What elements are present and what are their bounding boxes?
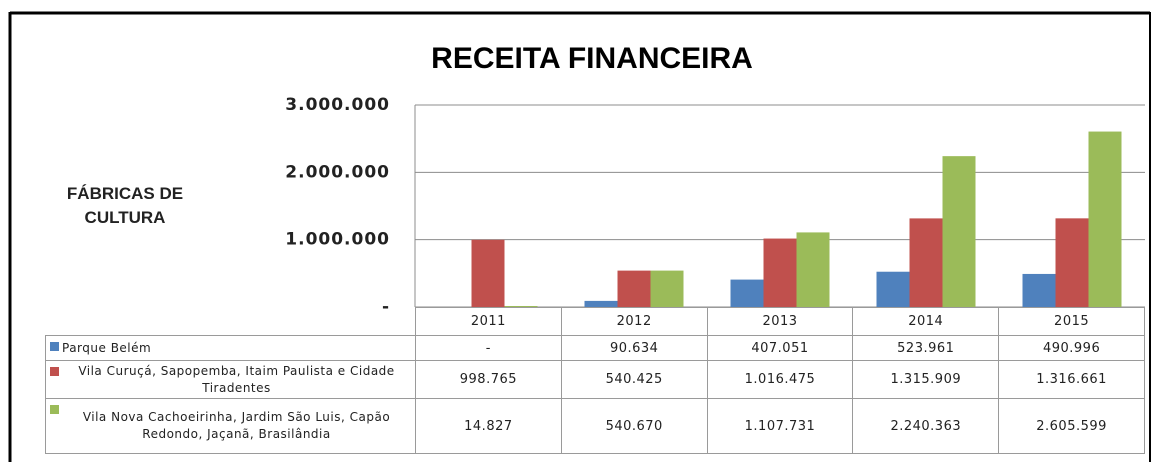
bar [763, 238, 797, 307]
bar [730, 279, 764, 307]
y-tick-label: - [382, 297, 390, 317]
legend-label: Vila Curuçá, Sapopemba, Itaim Paulista e… [78, 363, 395, 395]
bar [1088, 131, 1122, 307]
category-label: 2011 [415, 307, 562, 336]
category-label: 2012 [560, 307, 708, 336]
legend-label: Parque Belém [62, 340, 152, 355]
y-tick-label: 1.000.000 [285, 230, 390, 250]
bar [617, 270, 651, 307]
chart-title: RECEITA FINANCEIRA [431, 42, 753, 75]
category-label: 2013 [706, 307, 854, 336]
series-row: Vila Curuçá, Sapopemba, Itaim Paulista e… [45, 360, 1145, 399]
series-row: Vila Nova Cachoeirinha, Jardim São Luis,… [45, 398, 1145, 454]
bar [909, 218, 943, 307]
legend-key [50, 367, 59, 376]
category-label: 2015 [998, 307, 1145, 336]
y-tick-label: 3.000.000 [285, 95, 390, 115]
bar [796, 232, 830, 307]
bar [650, 270, 684, 307]
bar [504, 306, 538, 307]
series-name-cell: Vila Curuçá, Sapopemba, Itaim Paulista e… [45, 360, 416, 399]
bar [876, 271, 910, 307]
data-table: 2011 2012 2013 2014 2015 Parque Belém -90.634 4… [45, 307, 1145, 454]
header-row: 2011 2012 2013 2014 2015 [45, 307, 1145, 336]
legend-label: Vila Nova Cachoeirinha, Jardim São Luis,… [82, 410, 391, 441]
legend-key [50, 405, 59, 414]
value-label: 540.425 [560, 360, 708, 399]
value-label: 407.051 [706, 335, 854, 361]
bar [471, 239, 505, 307]
value-label: 523.961 [852, 335, 1000, 361]
value-label: 1.315.909 [852, 360, 1000, 399]
bar [1022, 273, 1056, 307]
value-label: 540.670 [560, 398, 708, 454]
value-label: 1.107.731 [706, 398, 854, 454]
plot: - 1.000.000 2.000.000 3.000.000 [285, 95, 1145, 317]
value-label: 1.316.661 [998, 360, 1145, 399]
bar [1055, 218, 1089, 307]
value-label: - [415, 335, 562, 361]
value-label: 1.016.475 [706, 360, 854, 399]
series-row: Parque Belém -90.634 407.051 523.961 490.996 [45, 335, 1145, 361]
value-label: 998.765 [415, 360, 562, 399]
y-tick-label: 2.000.000 [285, 162, 390, 182]
y-axis-label: FÁBRICAS DE CULTURA [66, 184, 184, 227]
value-label: 2.605.599 [998, 398, 1145, 454]
value-label: 14.827 [415, 398, 562, 454]
series-name-cell: Parque Belém [45, 335, 416, 361]
value-label: 2.240.363 [852, 398, 1000, 454]
series-name-cell: Vila Nova Cachoeirinha, Jardim São Luis,… [45, 398, 416, 454]
legend-key [50, 342, 59, 351]
bar [942, 156, 976, 307]
corner-cell [45, 307, 416, 336]
value-label: 490.996 [998, 335, 1145, 361]
bar [584, 300, 618, 307]
category-label: 2014 [852, 307, 1000, 336]
value-label: 90.634 [560, 335, 708, 361]
